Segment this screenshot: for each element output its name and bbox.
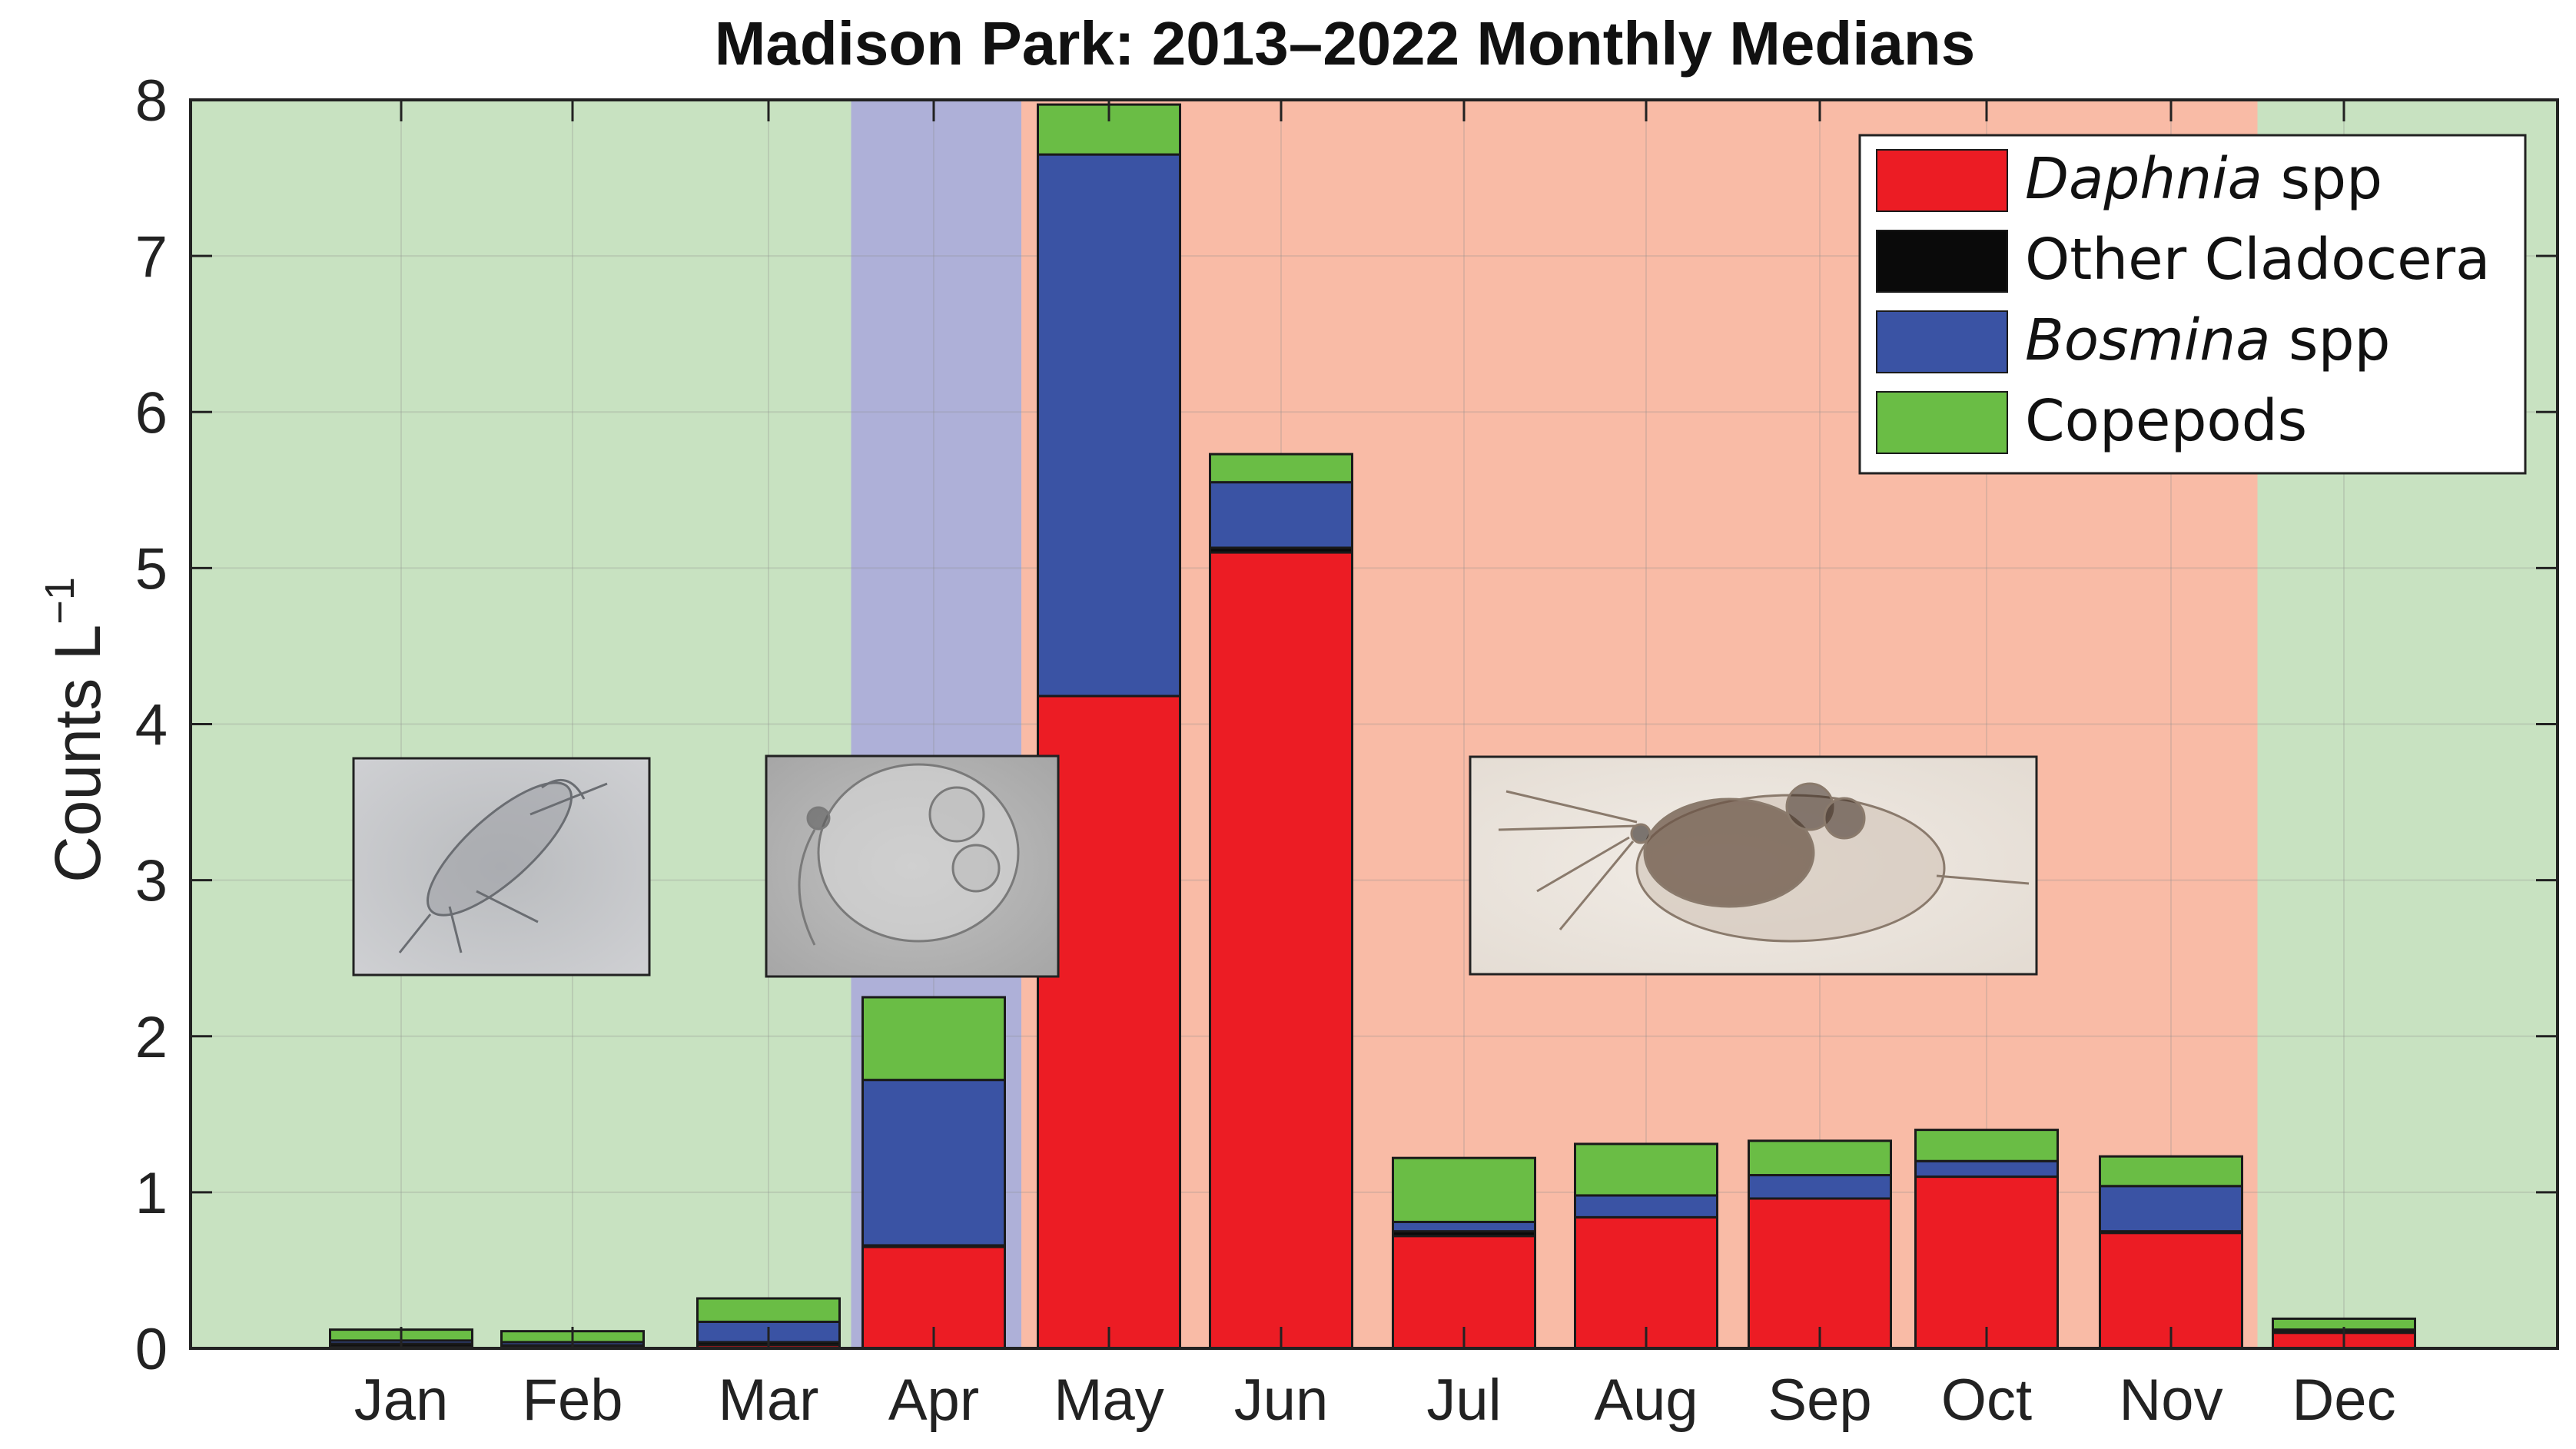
- x-tick-label: Sep: [1768, 1368, 1871, 1433]
- x-tick-label: Aug: [1594, 1368, 1698, 1433]
- bar-sep-series-1: [1748, 1197, 1892, 1350]
- y-axis-label: Counts L−1: [37, 577, 114, 883]
- bosmina-drawing: [798, 763, 1020, 946]
- bar-jul-series-3: [1392, 1220, 1536, 1233]
- y-tick-label: 0: [135, 1317, 168, 1382]
- bar-mar-series-4: [696, 1297, 841, 1323]
- bar-nov-series-4: [2099, 1155, 2243, 1188]
- legend-label: Copepods: [2025, 388, 2307, 454]
- chart-title: Madison Park: 2013–2022 Monthly Medians: [715, 9, 1976, 78]
- x-tick-label: Nov: [2119, 1368, 2222, 1433]
- legend-label: Daphnia spp: [2025, 146, 2382, 212]
- y-tick-label: 8: [135, 68, 168, 134]
- bar-aug-series-1: [1574, 1215, 1718, 1350]
- bar-may-series-3: [1037, 153, 1181, 698]
- x-tick-label: May: [1054, 1368, 1164, 1433]
- bar-aug-series-3: [1574, 1194, 1718, 1219]
- bar-apr-series-4: [861, 996, 1006, 1082]
- daphnia-drawing: [1498, 782, 2030, 943]
- bar-jun-series-1: [1209, 551, 1353, 1350]
- y-tick-label: 2: [135, 1005, 168, 1070]
- x-tick-label: Jun: [1234, 1368, 1329, 1433]
- legend: Daphnia spp Other Cladocera Bosmina spp Cop…: [1858, 134, 2527, 475]
- x-tick-label: Dec: [2292, 1368, 2395, 1433]
- y-tick-label: 4: [135, 693, 168, 758]
- season-band-jan-mar: [191, 100, 851, 1348]
- x-tick-label: Jan: [354, 1368, 449, 1433]
- legend-label: Other Cladocera: [2025, 227, 2490, 293]
- y-tick-label: 1: [135, 1161, 168, 1226]
- axis-ticks: 0 1 2 3 4 5 6 7 8 Jan Feb Mar Apr May Jun Jul Aug Sep Oct N…: [135, 68, 2558, 1433]
- x-tick-label: Feb: [523, 1368, 623, 1433]
- bar-may-series-1: [1037, 695, 1181, 1350]
- bar-sep-series-4: [1748, 1139, 1892, 1177]
- legend-swatch: [1876, 230, 2008, 293]
- x-tick-label: Apr: [888, 1368, 979, 1433]
- bar-oct-series-4: [1914, 1129, 2059, 1162]
- bar-jun-series-4: [1209, 453, 1353, 484]
- copepod-photo: [352, 754, 2038, 978]
- legend-swatch: [1876, 149, 2008, 212]
- bar-apr-series-3: [861, 1079, 1006, 1247]
- y-axis-label-superscript: −1: [37, 577, 83, 625]
- x-tick-label: Mar: [719, 1368, 819, 1433]
- legend-swatch: [1876, 391, 2008, 454]
- copepod-drawing: [398, 779, 608, 953]
- legend-swatch: [1876, 310, 2008, 373]
- y-tick-label: 5: [135, 536, 168, 602]
- legend-label: Bosmina spp: [2025, 307, 2391, 373]
- bar-oct-series-3: [1914, 1159, 2059, 1179]
- bar-oct-series-1: [1914, 1175, 2059, 1350]
- bar-jul-series-4: [1392, 1156, 1536, 1223]
- y-tick-label: 3: [135, 849, 168, 914]
- y-tick-label: 7: [135, 224, 168, 290]
- bar-sep-series-3: [1748, 1174, 1892, 1200]
- x-tick-label: Jul: [1426, 1368, 1501, 1433]
- x-tick-label: Oct: [1941, 1368, 2032, 1433]
- bar-may-series-4: [1037, 103, 1181, 156]
- bar-jun-series-3: [1209, 481, 1353, 549]
- bars: [329, 103, 2416, 1350]
- bar-aug-series-4: [1574, 1142, 1718, 1197]
- bar-nov-series-3: [2099, 1185, 2243, 1233]
- y-tick-label: 6: [135, 380, 168, 446]
